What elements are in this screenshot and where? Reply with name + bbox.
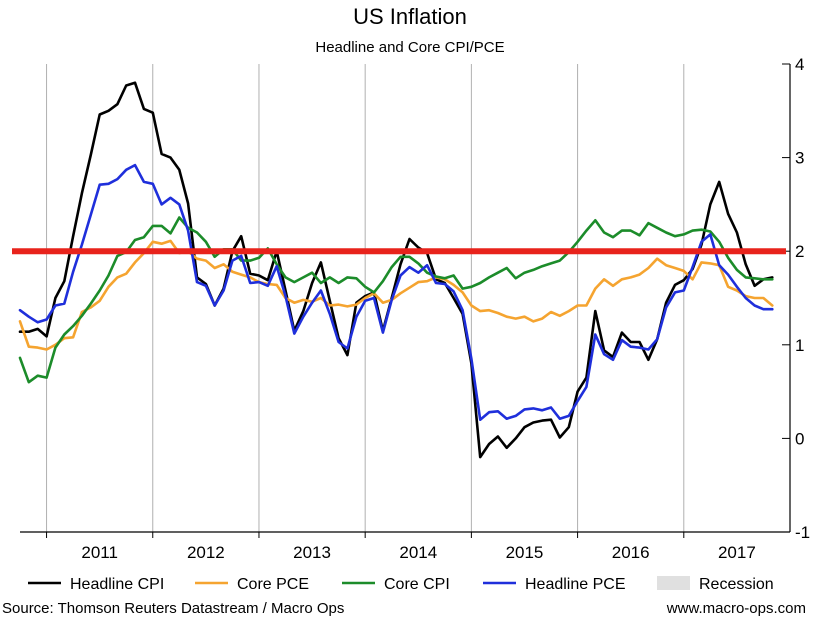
y-tick-label: 3 — [795, 149, 804, 168]
x-tick-label: 2014 — [399, 543, 437, 562]
legend-swatch-recession — [657, 576, 690, 590]
series-line-headline-cpi — [18, 81, 774, 459]
series-line-headline-pce — [18, 163, 774, 422]
y-tick-label: 1 — [795, 336, 804, 355]
legend-label: Core PCE — [237, 576, 309, 593]
y-tick-label: -1 — [795, 523, 810, 542]
legend-label: Headline PCE — [525, 576, 626, 593]
x-tick-label: 2017 — [718, 543, 756, 562]
legend: Headline CPI Core PCE Core CPI Headline PCE… — [28, 576, 774, 593]
y-tick-label: 2 — [795, 242, 804, 261]
website-link[interactable]: www.macro-ops.com — [666, 600, 806, 617]
x-tick-label: 2015 — [506, 543, 544, 562]
legend-label: Core CPI — [384, 576, 450, 593]
legend-label: Recession — [699, 576, 774, 593]
x-tick-label: 2016 — [612, 543, 650, 562]
x-tick-label: 2013 — [293, 543, 331, 562]
chart-title: US Inflation — [353, 4, 467, 29]
source-note: Source: Thomson Reuters Datastream / Mac… — [2, 600, 344, 617]
chart-subtitle: Headline and Core CPI/PCE — [315, 39, 504, 56]
x-tick-label: 2011 — [81, 543, 118, 562]
y-tick-label: 4 — [795, 55, 804, 74]
y-tick-label: 0 — [795, 429, 804, 448]
x-tick-label: 2012 — [187, 543, 225, 562]
legend-label: Headline CPI — [70, 576, 164, 593]
plot-area: -1 0 1 2 3 4 2011 2012 2013 2014 2015 2016 2017 — [12, 55, 810, 562]
series-line-core-cpi — [18, 216, 774, 384]
